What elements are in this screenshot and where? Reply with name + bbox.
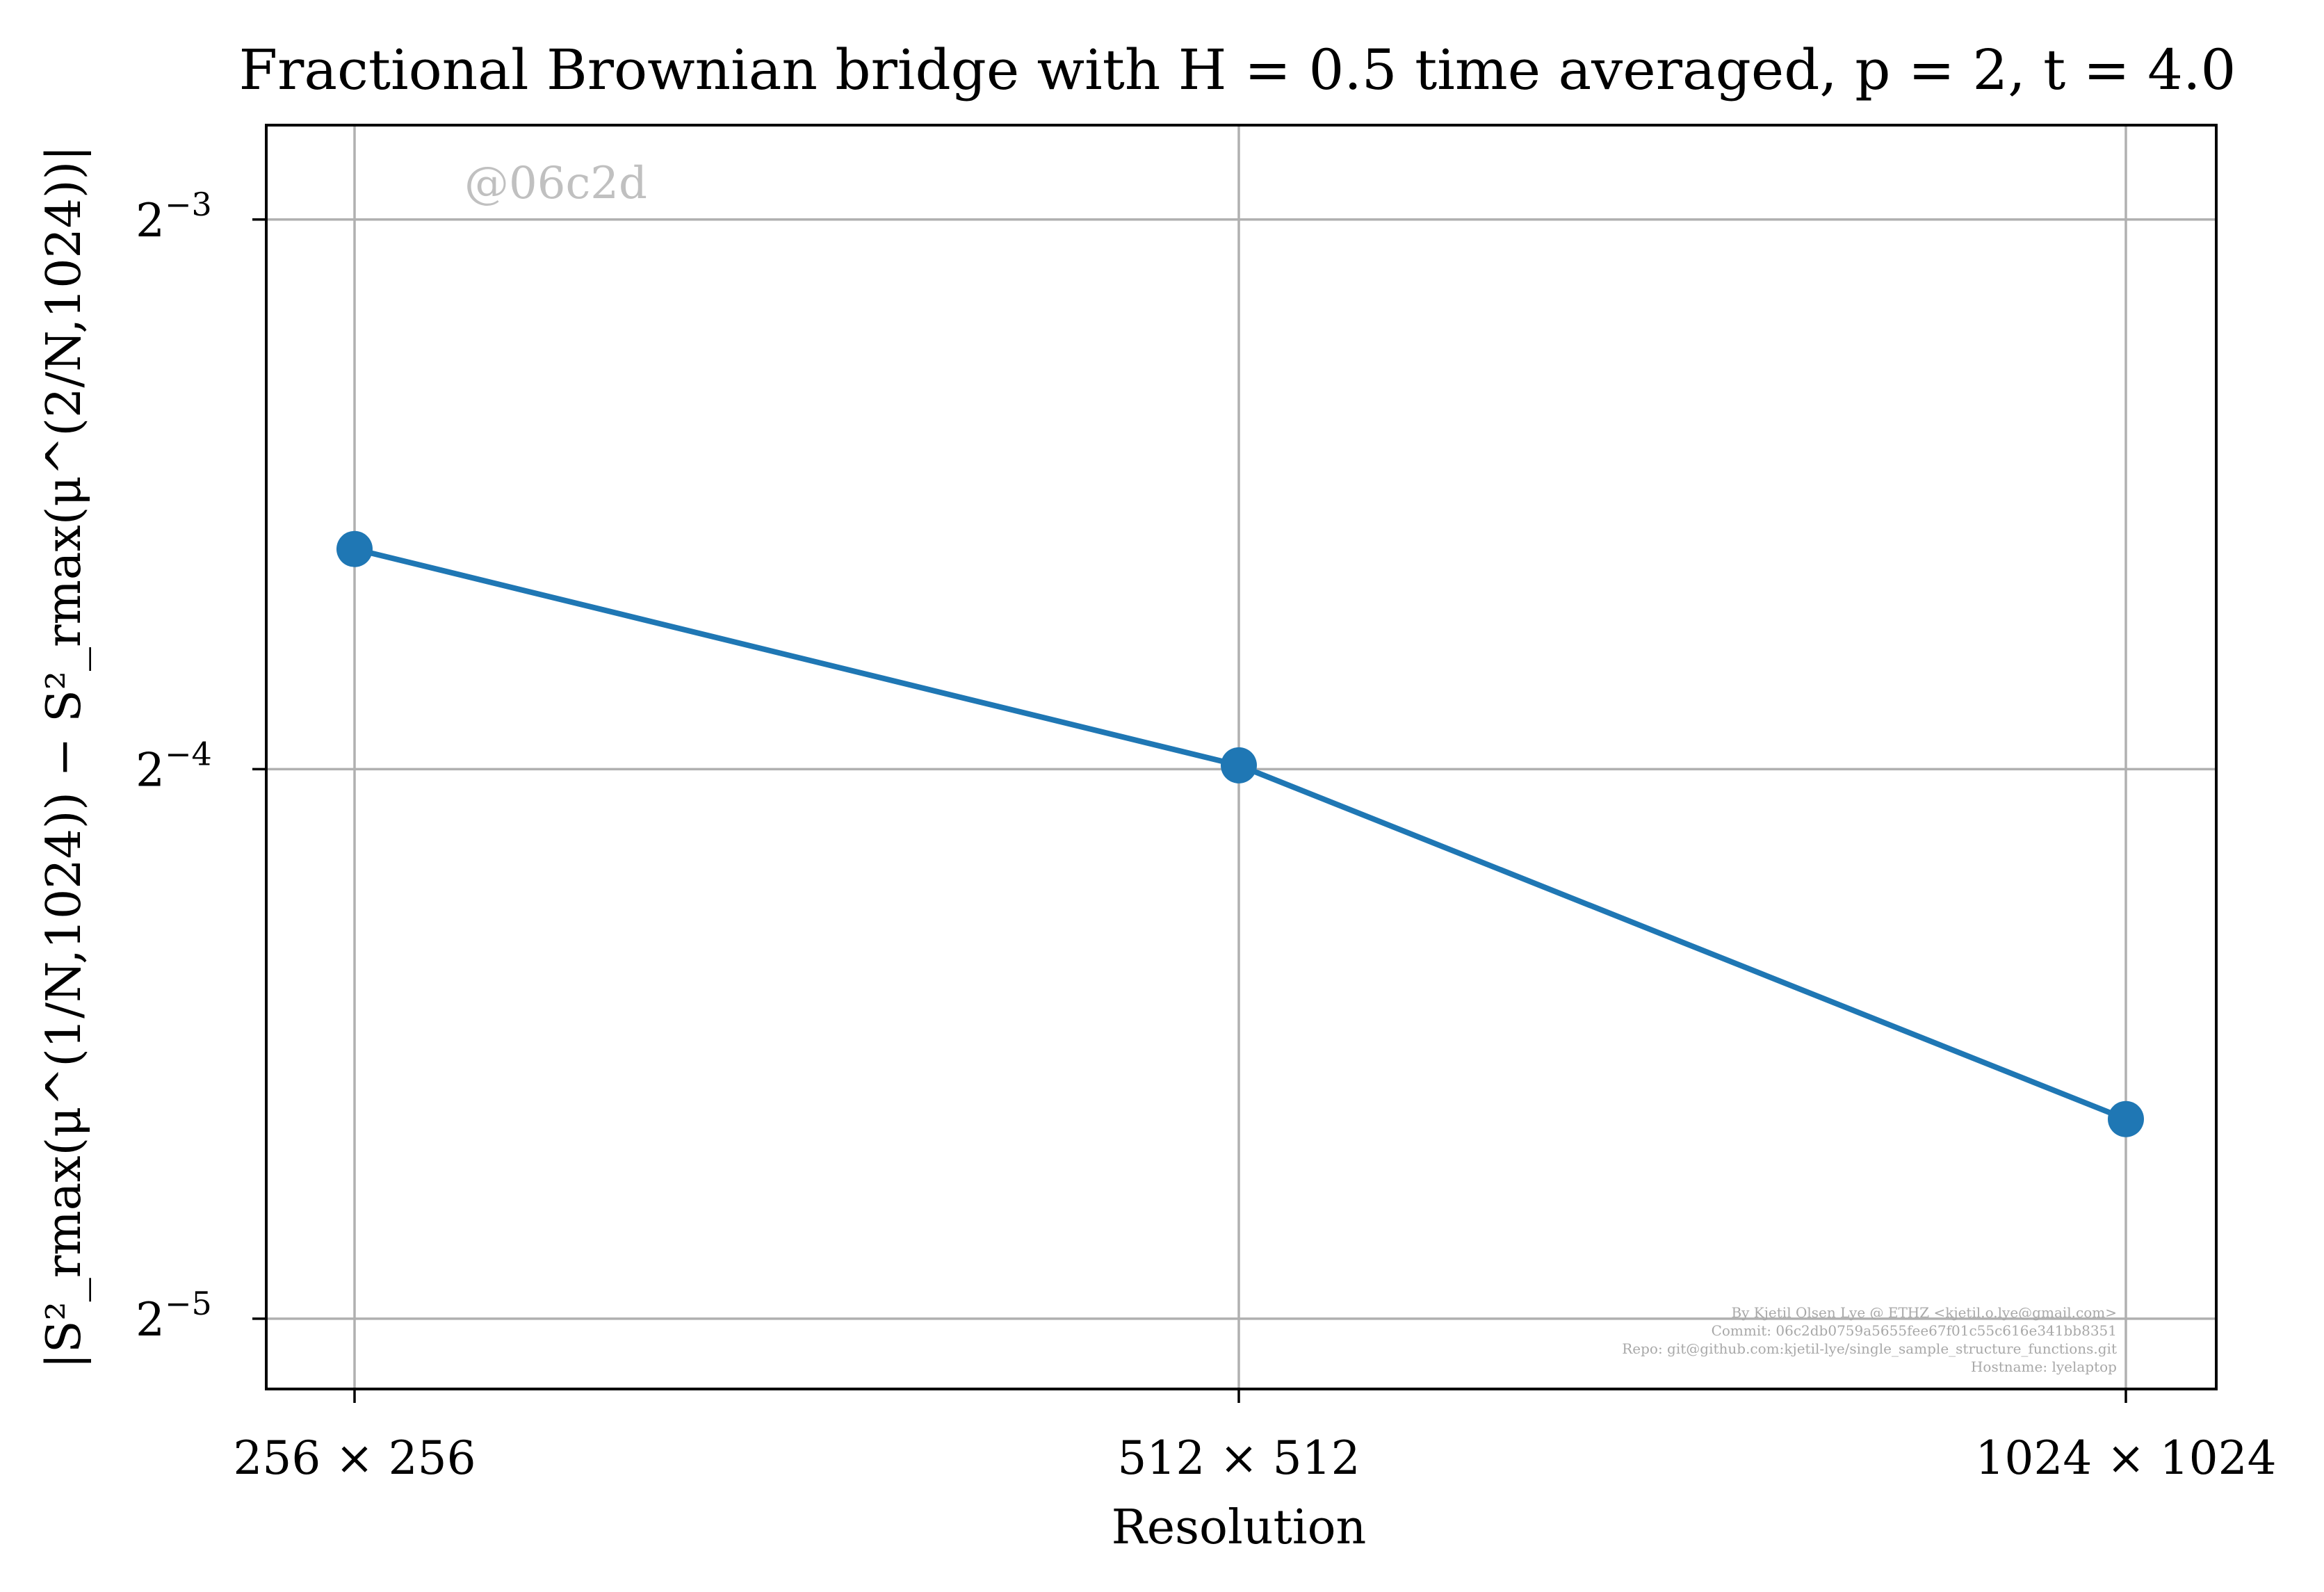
x-tick-label: 1024 × 1024 bbox=[1975, 1431, 2276, 1485]
series-layer bbox=[336, 530, 2144, 1137]
y-tick-label: 2−4 bbox=[136, 735, 212, 797]
credit-line: By Kjetil Olsen Lye @ ETHZ <kjetil.o.lye… bbox=[1731, 1304, 2117, 1321]
chart-title: Fractional Brownian bridge with H = 0.5 … bbox=[239, 38, 2236, 102]
plot-frame bbox=[265, 124, 2218, 1390]
credit-line: Hostname: lyelaptop bbox=[1971, 1358, 2117, 1375]
credit-line: Commit: 06c2db0759a5655fee67f01c55c616e3… bbox=[1712, 1322, 2117, 1339]
credits: By Kjetil Olsen Lye @ ETHZ <kjetil.o.lye… bbox=[1622, 1304, 2117, 1375]
x-tick-label: 256 × 256 bbox=[233, 1431, 476, 1485]
data-point bbox=[1221, 747, 1257, 783]
x-tick-label: 512 × 512 bbox=[1117, 1431, 1360, 1485]
credit-line: Repo: git@github.com:kjetil-lye/single_s… bbox=[1622, 1340, 2117, 1357]
y-axis-label: |S²_rmax(μ^(1/N,1024)) − S²_rmax(μ^(2/N,… bbox=[37, 145, 92, 1369]
ticks: 256 × 256 512 × 512 1024 × 1024 2−3 2−4 2−5 bbox=[136, 186, 2277, 1485]
data-point bbox=[336, 530, 373, 567]
watermark-text: @06c2d bbox=[464, 158, 647, 209]
y-tick-label: 2−5 bbox=[136, 1285, 212, 1347]
y-tick-label: 2−3 bbox=[136, 186, 212, 247]
series-line bbox=[354, 546, 2127, 1122]
data-point bbox=[2108, 1100, 2144, 1137]
x-axis-label: Resolution bbox=[1112, 1500, 1367, 1555]
